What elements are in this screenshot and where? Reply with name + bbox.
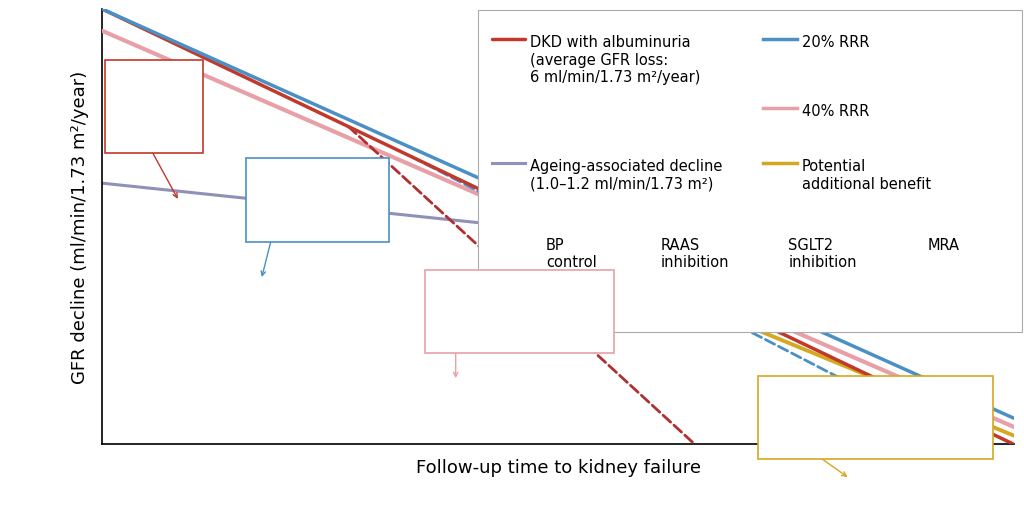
Polygon shape (830, 402, 855, 418)
Polygon shape (500, 312, 524, 327)
Polygon shape (830, 418, 855, 433)
Text: BP
control: BP control (546, 237, 597, 270)
Polygon shape (427, 295, 495, 329)
Text: Potential
additional benefit: Potential additional benefit (802, 159, 931, 191)
Polygon shape (891, 250, 913, 261)
Text: DKD with albuminuria
(average GFR loss:
6 ml/min/1.73 m²/year): DKD with albuminuria (average GFR loss: … (530, 35, 700, 85)
Polygon shape (752, 239, 774, 250)
Polygon shape (324, 200, 348, 216)
Polygon shape (324, 185, 348, 200)
Polygon shape (752, 250, 774, 261)
Text: 20% RRR: 20% RRR (802, 35, 869, 50)
Y-axis label: GFR decline (ml/min/1.73 m²/year): GFR decline (ml/min/1.73 m²/year) (71, 71, 88, 384)
X-axis label: Follow-up time to kidney failure: Follow-up time to kidney failure (416, 458, 700, 476)
Polygon shape (881, 402, 905, 418)
Polygon shape (249, 184, 316, 218)
Polygon shape (881, 418, 905, 433)
Polygon shape (624, 250, 646, 261)
Polygon shape (891, 239, 913, 250)
Text: 40% RRR: 40% RRR (802, 104, 869, 119)
Polygon shape (624, 239, 646, 250)
Polygon shape (931, 418, 955, 433)
Polygon shape (488, 237, 542, 263)
Text: RAAS
inhibition: RAAS inhibition (660, 237, 729, 270)
Text: SGLT2
inhibition: SGLT2 inhibition (788, 237, 857, 270)
Polygon shape (112, 90, 179, 124)
Polygon shape (500, 296, 524, 312)
Polygon shape (551, 312, 575, 327)
Text: Ageing-associated decline
(1.0–1.2 ml/min/1.73 m²): Ageing-associated decline (1.0–1.2 ml/mi… (530, 159, 723, 191)
Polygon shape (931, 402, 955, 418)
Text: MRA: MRA (928, 237, 959, 252)
Polygon shape (551, 296, 575, 312)
Polygon shape (759, 401, 826, 435)
